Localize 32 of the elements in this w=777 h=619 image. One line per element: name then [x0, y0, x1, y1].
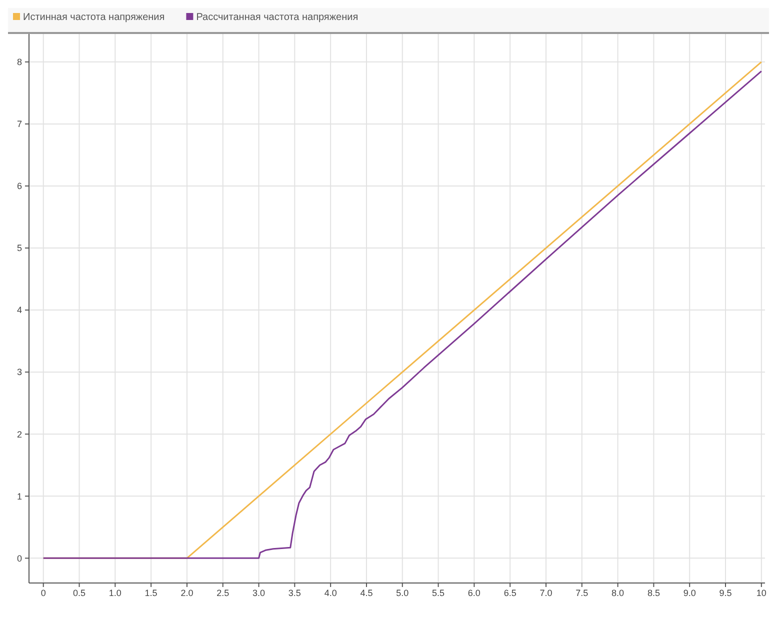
x-tick-label: 2.0: [180, 588, 194, 598]
x-tick-label: 8.5: [647, 588, 660, 598]
x-tick-label: 5.5: [432, 588, 445, 598]
x-tick-label: 4.0: [324, 588, 337, 598]
x-tick-label: 8.0: [612, 588, 624, 598]
x-tick-label: 7.0: [540, 588, 552, 598]
x-tick-label: 5.0: [396, 588, 409, 598]
x-tick-label: 0: [40, 588, 46, 598]
x-tick-label: 3.0: [252, 588, 266, 598]
x-tick-label: 2.5: [216, 588, 230, 598]
y-tick-label: 8: [16, 57, 22, 68]
legend-label: Рассчитанная частота напряжения: [196, 12, 358, 23]
x-tick-label: 10: [756, 588, 766, 598]
x-tick-label: 0.5: [73, 588, 86, 598]
y-tick-label: 7: [16, 119, 22, 130]
y-tick-label: 0: [16, 553, 22, 564]
legend-label: Истинная частота напряжения: [23, 12, 165, 23]
x-tick-label: 9.5: [719, 588, 732, 598]
y-tick-label: 4: [16, 305, 22, 316]
x-tick-label: 6.0: [468, 588, 480, 598]
y-tick-label: 2: [16, 429, 22, 440]
y-tick-label: 6: [16, 181, 22, 192]
x-tick-label: 7.5: [576, 588, 588, 598]
x-tick-label: 1.0: [108, 588, 122, 598]
y-tick-label: 5: [16, 243, 22, 254]
x-tick-label: 4.5: [360, 588, 373, 598]
x-tick-label: 1.5: [144, 588, 158, 598]
y-tick-label: 3: [16, 367, 22, 378]
x-tick-label: 3.5: [288, 588, 301, 598]
x-tick-label: 6.5: [504, 588, 516, 598]
x-tick-label: 9.0: [683, 588, 696, 598]
y-tick-label: 1: [16, 491, 22, 502]
